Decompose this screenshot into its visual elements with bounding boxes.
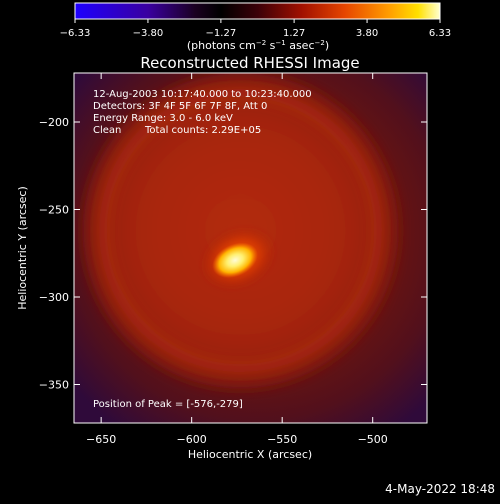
annotation-counts: Total counts: 2.29E+05: [144, 125, 261, 136]
x-axis-label: Heliocentric X (arcsec): [188, 448, 312, 461]
x-tick-label: −650: [86, 433, 116, 446]
y-axis-ticks: −350 −300 −250 −200: [39, 116, 427, 392]
annotation-energy: Energy Range: 3.0 - 6.0 keV: [93, 113, 233, 124]
x-tick-label: −600: [177, 433, 207, 446]
y-tick-label: −300: [39, 291, 69, 304]
colorbar-tick-label: 3.80: [356, 28, 378, 39]
y-tick-label: −200: [39, 116, 69, 129]
colorbar-tick-label: −3.80: [133, 28, 164, 39]
colorbar-tick-label: 6.33: [429, 28, 451, 39]
colorbar: [74, 2, 441, 20]
chart-title: Reconstructed RHESSI Image: [140, 54, 359, 72]
annotation-peak: Position of Peak = [-576,-279]: [93, 399, 243, 410]
x-tick-label: −550: [267, 433, 297, 446]
footer-timestamp: 4-May-2022 18:48: [385, 482, 495, 496]
colorbar-tick-label: −6.33: [60, 28, 91, 39]
annotation-detectors: Detectors: 3F 4F 5F 6F 7F 8F, Att 0: [93, 101, 267, 112]
peak-source: [212, 242, 258, 278]
colorbar-tick-labels: −6.33 −3.80 −1.27 1.27 3.80 6.33: [60, 28, 451, 39]
image-plot: [74, 73, 427, 423]
colorbar-unit-label: (photons cm−2 s−1 asec−2): [187, 39, 329, 52]
annotation-method: Clean: [93, 125, 121, 136]
y-axis-label: Heliocentric Y (arcsec): [16, 186, 29, 310]
y-tick-label: −350: [39, 379, 69, 392]
annotation-time: 12-Aug-2003 10:17:40.000 to 10:23:40.000: [93, 89, 312, 100]
colorbar-ticks: [74, 19, 441, 23]
colorbar-tick-label: 1.27: [283, 28, 305, 39]
y-tick-label: −250: [39, 204, 69, 217]
emission-ring: [97, 87, 384, 374]
colorbar-tick-label: −1.27: [206, 28, 237, 39]
x-axis-ticks: −650 −600 −550 −500: [86, 73, 388, 446]
x-tick-label: −500: [358, 433, 388, 446]
plot-frame: [73, 72, 428, 424]
